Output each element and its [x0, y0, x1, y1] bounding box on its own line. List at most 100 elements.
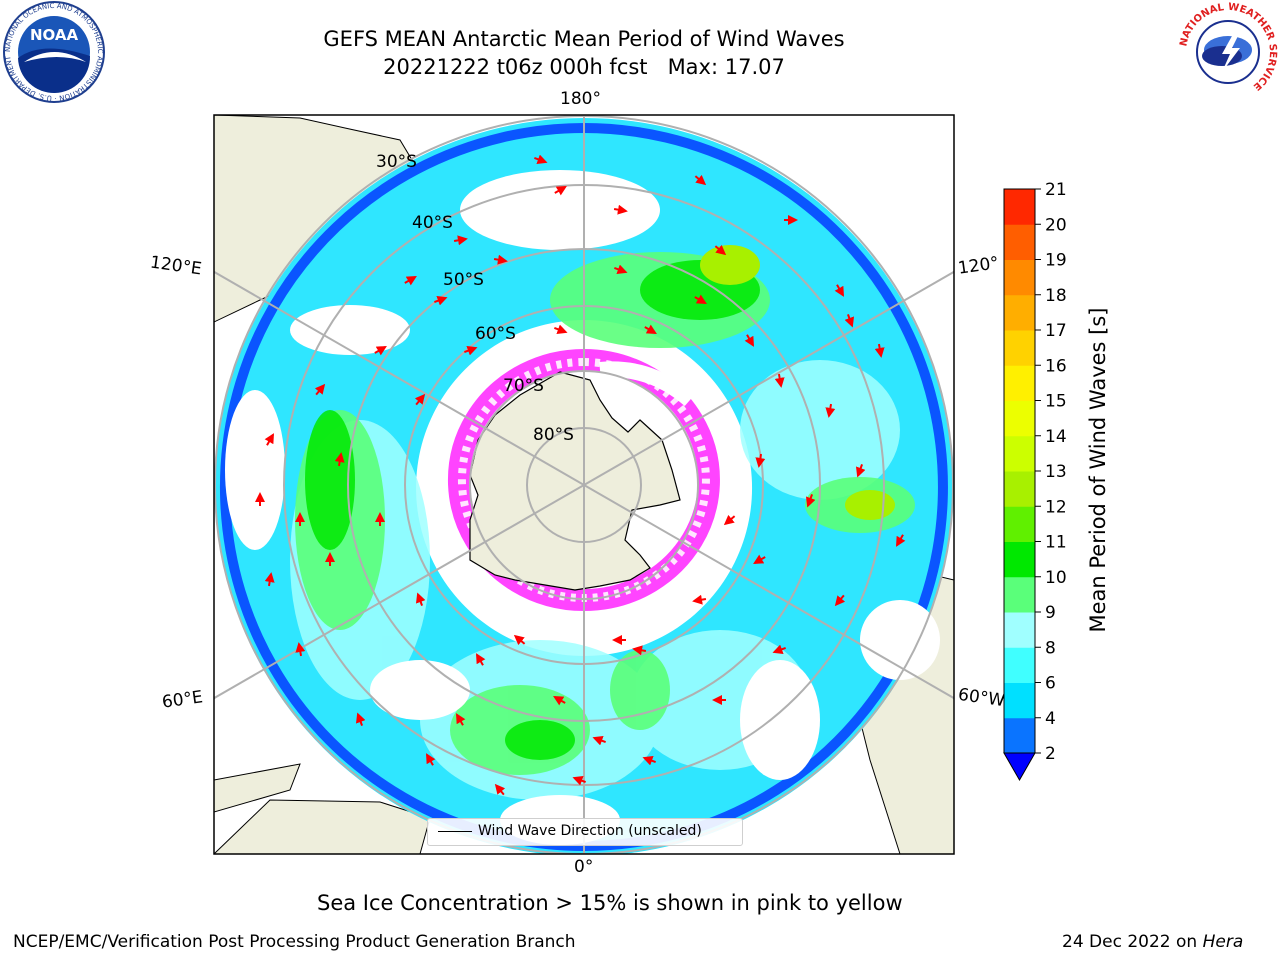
colorbar-tick-label: 12	[1045, 497, 1067, 517]
wind-wave-arrow	[374, 346, 387, 356]
wind-wave-arrow	[614, 264, 628, 275]
lat-label-80s: 80°S	[533, 425, 574, 445]
colorbar-tick-label: 6	[1045, 674, 1056, 694]
wind-wave-arrow	[513, 634, 526, 646]
wind-wave-arrow	[415, 592, 426, 606]
colorbar-tick-label: 18	[1045, 286, 1067, 306]
colorbar-tick-label: 4	[1045, 709, 1056, 729]
wind-wave-arrow	[592, 735, 606, 746]
lat-label-70s: 70°S	[503, 376, 544, 396]
colorbar: 2 4 6 8 9 10 11 12 13 14 15 16 17 18 19 20 21	[1003, 180, 1067, 782]
wind-wave-arrow	[572, 775, 586, 786]
sea-ice-ring	[447, 349, 720, 611]
colorbar-block	[1004, 541, 1035, 578]
africa-land	[214, 799, 431, 854]
noaa-logo-text: NOAA	[30, 26, 79, 44]
colorbar-block	[1004, 189, 1035, 225]
wind-wave-arrow	[874, 343, 885, 358]
colorbar-tick-label: 8	[1045, 638, 1056, 658]
colorbar-tick-label: 16	[1045, 356, 1067, 376]
wind-wave-arrow	[493, 254, 508, 265]
colorbar-label: Mean Period of Wind Waves [s]	[1086, 307, 1110, 633]
wind-wave-arrow	[694, 174, 707, 186]
colorbar-tick-label: 9	[1045, 603, 1056, 623]
lat-label-60s: 60°S	[475, 324, 516, 344]
lon-label-180: 180°	[560, 89, 601, 109]
footer-machine: Hera	[1202, 932, 1244, 952]
wind-wave-arrow	[553, 696, 566, 706]
colorbar-tick-label: 19	[1045, 251, 1067, 271]
colorbar-tick-label: 11	[1045, 533, 1067, 553]
wind-wave-arrow	[642, 755, 656, 766]
map-frame	[213, 114, 955, 855]
map-title: GEFS MEAN Antarctic Mean Period of Wind …	[323, 27, 845, 51]
wind-wave-arrow	[334, 452, 345, 467]
wind-wave-arrow	[714, 244, 727, 256]
legend-label: Wind Wave Direction (unscaled)	[478, 823, 702, 839]
colorbar-block	[1004, 330, 1035, 366]
wind-wave-arrow	[476, 653, 486, 666]
colorbar-block	[1004, 365, 1035, 401]
colorbar-block	[1004, 717, 1035, 754]
wind-wave-arrow	[453, 235, 468, 246]
wind-wave-arrow	[314, 383, 326, 396]
wind-wave-arrow	[554, 324, 568, 335]
colorbar-block	[1004, 506, 1035, 542]
graticule	[214, 115, 954, 854]
wind-wave-arrow	[896, 534, 906, 547]
wind-wave-arrow	[426, 753, 436, 766]
lat-label-30s: 30°S	[376, 152, 417, 172]
noaa-logo: NATIONAL OCEANIC AND ATMOSPHERIC ADMINIS…	[2, 0, 105, 103]
map-legend: Wind Wave Direction (unscaled)	[427, 818, 743, 846]
antarctica-land	[469, 371, 681, 591]
footer-date-text: 24 Dec 2022 on	[1062, 932, 1203, 952]
wind-wave-arrow	[855, 464, 866, 478]
colorbar-block	[1004, 294, 1035, 331]
colorbar-under-arrow	[1003, 752, 1036, 782]
legend-line-swatch	[438, 831, 472, 832]
colorbar-tick-label: 2	[1045, 744, 1056, 764]
colorbar-tick-label: 13	[1045, 462, 1067, 482]
wind-wave-arrow	[744, 334, 754, 347]
lat-label-40s: 40°S	[412, 213, 453, 233]
wind-wave-arrow	[632, 645, 647, 656]
wind-wave-arrow	[805, 494, 816, 508]
colorbar-tick-label: 14	[1045, 427, 1067, 447]
wind-wave-arrow	[456, 713, 466, 726]
nws-logo: NATIONAL WEATHER SERVICE	[1178, 2, 1278, 102]
wind-wave-arrow	[295, 642, 306, 657]
footer-branch: NCEP/EMC/Verification Post Processing Pr…	[13, 932, 576, 952]
lon-label-0: 0°	[574, 857, 594, 877]
wind-wave-arrow	[772, 644, 786, 655]
colorbar-tick-label: 21	[1045, 180, 1067, 200]
wind-wave-arrow	[414, 393, 426, 406]
colorbar-block	[1004, 647, 1035, 683]
footer-date: 24 Dec 2022 on Hera	[1062, 932, 1243, 952]
colorbar-block	[1004, 259, 1035, 296]
colorbar-block	[1004, 576, 1035, 613]
wind-wave-arrow	[554, 186, 567, 196]
wind-wave-arrow	[755, 453, 766, 468]
map-subtitle: 20221222 t06z 000h fcst Max: 17.07	[383, 55, 785, 79]
sea-ice-note: Sea Ice Concentration > 15% is shown in …	[317, 891, 903, 915]
colorbar-tick-label: 15	[1045, 392, 1067, 412]
colorbar-block	[1004, 612, 1035, 648]
lat-label-50s: 50°S	[443, 270, 484, 290]
colorbar-block	[1004, 471, 1035, 507]
wind-wave-arrow	[844, 314, 855, 328]
wind-wave-arrow	[692, 594, 707, 605]
wind-wave-arrow	[825, 403, 836, 418]
wind-wave-arrow	[644, 324, 657, 334]
wind-wave-arrow	[434, 295, 448, 306]
wind-wave-arrows	[255, 154, 906, 796]
wind-wave-arrow	[264, 572, 275, 587]
colorbar-block	[1004, 400, 1035, 437]
wind-wave-arrow	[464, 345, 478, 356]
wind-wave-arrow	[834, 594, 846, 607]
colorbar-block	[1004, 435, 1035, 472]
wind-wave-arrow	[404, 276, 417, 286]
wind-wave-arrow	[355, 712, 366, 726]
wind-wave-arrow	[613, 204, 628, 215]
colorbar-tick-label: 10	[1045, 568, 1067, 588]
